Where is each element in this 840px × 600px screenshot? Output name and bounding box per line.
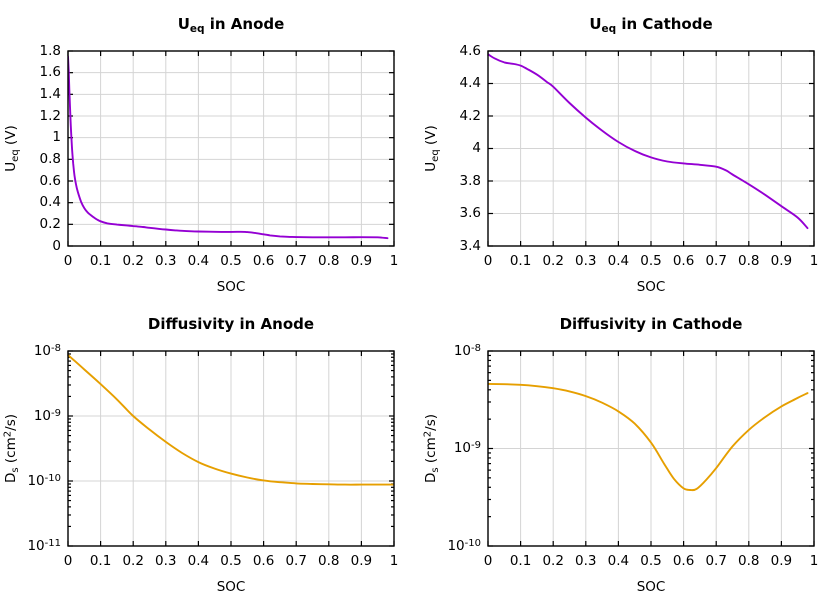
x-tick-label: 0.4 xyxy=(607,253,630,269)
y-tick-label: 10-9 xyxy=(453,440,481,456)
x-tick-label: 1 xyxy=(809,253,819,269)
x-tick-label: 1 xyxy=(809,553,819,569)
axis-border xyxy=(487,350,815,547)
x-axis-label: SOC xyxy=(636,579,666,595)
chart-title: Diffusivity in Cathode xyxy=(559,315,743,333)
y-tick-label: 3.6 xyxy=(459,205,481,221)
x-tick-label: 0.8 xyxy=(318,553,340,569)
x-tick-label: 0 xyxy=(483,253,493,269)
curve-diffusivity-anode xyxy=(68,353,394,486)
y-tick-label: 1.6 xyxy=(39,64,61,81)
y-tick-label: 4.4 xyxy=(459,75,481,91)
y-tick-label: 4.6 xyxy=(459,42,481,59)
chart-diffusivity-cathode: Ds (cm2/s) Diffusivity in Cathode SOC 0 0.1 0… xyxy=(420,300,840,600)
x-tick-label: 0.6 xyxy=(252,553,275,569)
y-tick-label: 0.2 xyxy=(39,215,61,232)
chart-title: Ueq in Cathode xyxy=(589,15,713,35)
y-tick-label: 10-10 xyxy=(447,537,481,554)
chart-title: Ueq in Anode xyxy=(177,15,285,35)
y-tick-label: 0.4 xyxy=(39,194,61,211)
y-tick-label: 1.4 xyxy=(39,85,61,102)
plot-area-ueq-anode: Ueq (V) xyxy=(3,50,395,247)
y-tick-label: 10-10 xyxy=(27,472,61,489)
x-tick-label: 0 xyxy=(63,553,73,569)
x-tick-label: 0.4 xyxy=(187,553,210,569)
y-tick-label: 0.8 xyxy=(39,150,61,167)
chart-ueq-anode: Ueq (V) Ueq in Anode SOC 0 0.1 0.2 0.3 0.4 0.5 0.… xyxy=(0,0,420,300)
x-tick-label: 0.1 xyxy=(509,553,532,569)
curve-diffusivity-cathode xyxy=(488,382,809,492)
x-axis-label: SOC xyxy=(216,279,246,295)
x-tick-label: 0.3 xyxy=(155,553,177,569)
y-tick-label: 0.6 xyxy=(39,172,61,189)
x-tick-label: 0 xyxy=(483,553,493,569)
x-tick-label: 0.6 xyxy=(252,253,275,269)
x-tick-label: 0.8 xyxy=(738,253,760,269)
x-tick-label: 0.4 xyxy=(607,553,630,569)
x-tick-label: 1 xyxy=(389,553,399,569)
y-tick-label: 1 xyxy=(52,129,61,146)
x-tick-label: 0.2 xyxy=(542,553,564,569)
x-tick-label: 0.5 xyxy=(640,553,662,569)
x-tick-label: 0.2 xyxy=(122,553,144,569)
x-tick-label: 0.7 xyxy=(705,553,727,569)
plot-area-ueq-cathode: Ueq (V) xyxy=(423,50,815,247)
x-tick-label: 1 xyxy=(389,253,399,269)
y-tick-label: 10-8 xyxy=(453,342,481,359)
y-tick-label: 4 xyxy=(472,140,481,156)
plot-area-diffusivity-cathode: Ds (cm2/s) xyxy=(423,350,815,547)
chart-title: Diffusivity in Anode xyxy=(147,315,315,333)
y-tick-label: 1.8 xyxy=(39,42,61,59)
x-tick-label: 0.6 xyxy=(672,553,695,569)
x-tick-label: 0.5 xyxy=(640,253,662,269)
y-tick-label: 10-8 xyxy=(33,342,61,359)
x-tick-label: 0.6 xyxy=(672,253,695,269)
x-tick-label: 0.7 xyxy=(705,253,727,269)
x-tick-label: 0.5 xyxy=(220,253,242,269)
chart-diffusivity-anode: Ds (cm2/s) Diffusivity in Anode SOC 0 0.1 0.2… xyxy=(0,300,420,600)
plot-area-diffusivity-anode: Ds (cm2/s) xyxy=(3,350,395,547)
x-tick-label: 0.1 xyxy=(509,253,532,269)
x-tick-label: 0.7 xyxy=(285,553,307,569)
x-tick-label: 0.2 xyxy=(542,253,564,269)
x-tick-label: 0.9 xyxy=(350,553,373,569)
x-tick-label: 0.9 xyxy=(770,253,793,269)
x-tick-label: 0.1 xyxy=(89,553,112,569)
x-tick-label: 0.5 xyxy=(220,553,242,569)
curve-ueq-cathode xyxy=(488,53,809,230)
y-tick-label: 3.8 xyxy=(459,172,481,189)
x-tick-label: 0.3 xyxy=(575,553,597,569)
x-tick-label: 0.1 xyxy=(89,253,112,269)
curve-ueq-anode xyxy=(68,55,389,240)
y-tick-label: 3.4 xyxy=(459,237,481,254)
y-tick-label: 10-9 xyxy=(33,407,61,424)
y-tick-label: 4.2 xyxy=(459,107,481,124)
x-tick-label: 0.4 xyxy=(187,253,210,269)
y-tick-label: 10-11 xyxy=(27,537,61,554)
axis-border xyxy=(67,350,395,547)
x-tick-label: 0.3 xyxy=(155,253,177,269)
y-axis-label: Ueq (V) xyxy=(423,125,441,171)
x-tick-label: 0.8 xyxy=(318,253,340,269)
axis-border xyxy=(67,50,395,247)
x-axis-label: SOC xyxy=(636,279,666,295)
x-tick-label: 0.9 xyxy=(770,553,793,569)
chart-ueq-cathode: Ueq (V) Ueq in Cathode SOC 0 0.1 0.2 0.3 0.4 0.5… xyxy=(420,0,840,300)
y-axis-label: Ds (cm2/s) xyxy=(423,414,442,483)
x-tick-label: 0.2 xyxy=(122,253,144,269)
y-tick-label: 1.2 xyxy=(39,107,61,124)
y-tick-label: 0 xyxy=(52,237,61,254)
x-axis-label: SOC xyxy=(216,579,246,595)
y-axis-label: Ds (cm2/s) xyxy=(3,414,22,483)
y-axis-label: Ueq (V) xyxy=(3,125,21,171)
x-tick-label: 0.9 xyxy=(350,253,373,269)
x-tick-label: 0 xyxy=(63,253,73,269)
x-tick-label: 0.8 xyxy=(738,553,760,569)
axis-border xyxy=(487,50,815,247)
x-tick-label: 0.7 xyxy=(285,253,307,269)
x-tick-label: 0.3 xyxy=(575,253,597,269)
